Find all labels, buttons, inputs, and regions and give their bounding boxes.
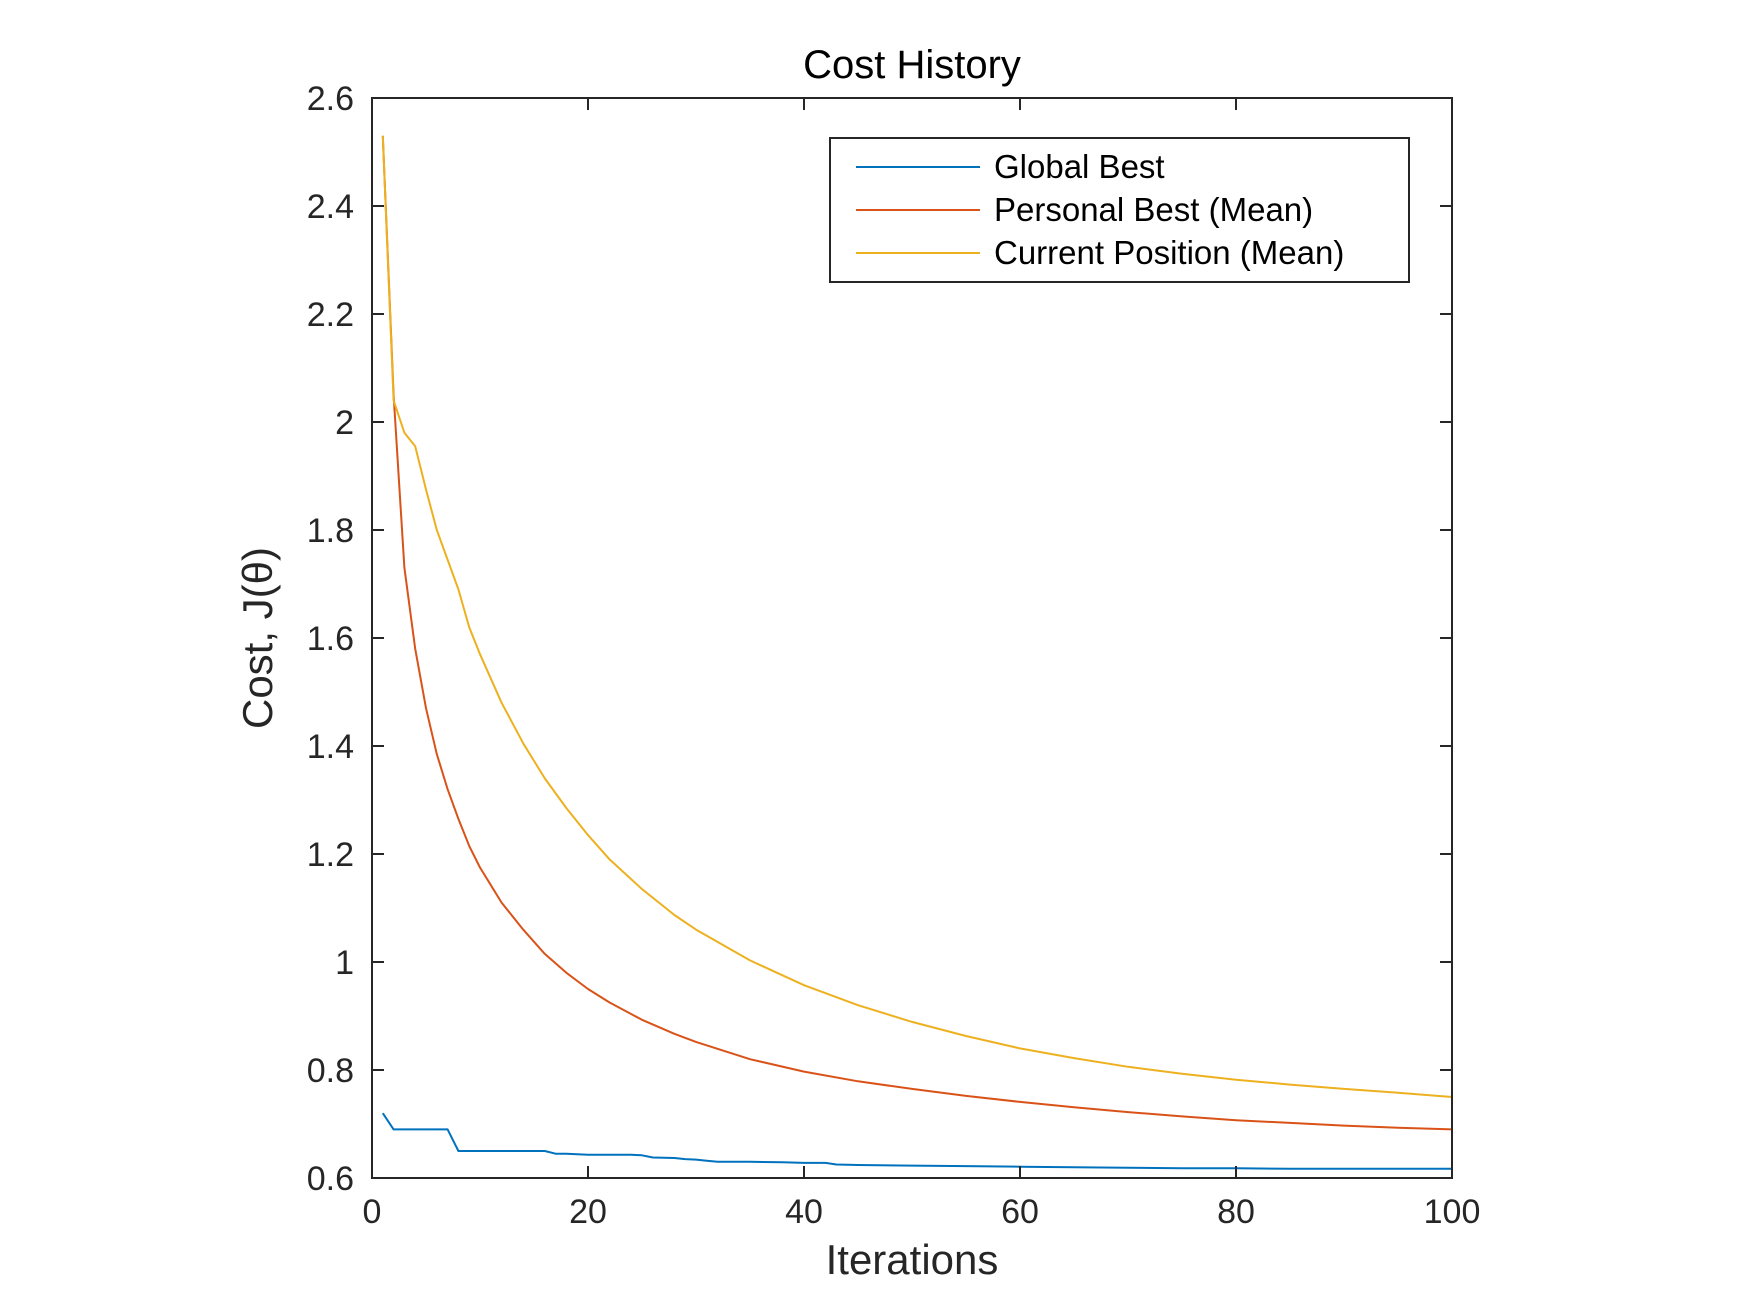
x-tick-label: 60: [1001, 1193, 1039, 1231]
x-tick-label: 0: [363, 1193, 382, 1231]
y-tick-label: 1.4: [307, 728, 354, 766]
y-tick-labels: 0.6 0.8 1 1.2 1.4 1.6 1.8 2 2.2 2.4 2.6: [307, 80, 354, 1198]
y-axis-label: Cost, J(θ): [234, 547, 281, 729]
x-tick-label: 20: [569, 1193, 607, 1231]
x-tick-label: 40: [785, 1193, 823, 1231]
chart-title: Cost History: [803, 43, 1021, 87]
series-line-current-position-mean: [381, 135, 1453, 1098]
y-tick-label: 0.6: [307, 1160, 354, 1198]
y-tick-label: 0.8: [307, 1052, 354, 1090]
legend-label-global-best: Global Best: [994, 148, 1165, 185]
series-layer: [381, 135, 1453, 1170]
y-tick-label: 1: [335, 944, 354, 982]
x-tick-label: 80: [1217, 1193, 1255, 1231]
y-tick-label: 2: [335, 404, 354, 442]
legend: Global Best Personal Best (Mean) Current…: [829, 137, 1410, 283]
legend-label-personal-best-mean: Personal Best (Mean): [994, 191, 1313, 228]
x-tick-labels: 0 20 40 60 80 100: [363, 1193, 1481, 1231]
legend-label-current-position-mean: Current Position (Mean): [994, 234, 1344, 271]
y-tick-label: 2.6: [307, 80, 354, 118]
tick-layer: [371, 97, 1453, 1179]
y-tick-label: 2.4: [307, 188, 354, 226]
y-tick-label: 1.8: [307, 512, 354, 550]
y-tick-label: 2.2: [307, 296, 354, 334]
series-line-global-best: [381, 1112, 1452, 1170]
series-line-personal-best-mean: [381, 135, 1453, 1131]
y-tick-label: 1.2: [307, 836, 354, 874]
y-tick-label: 1.6: [307, 620, 354, 658]
x-tick-label: 100: [1424, 1193, 1481, 1231]
x-axis-label: Iterations: [826, 1236, 999, 1283]
